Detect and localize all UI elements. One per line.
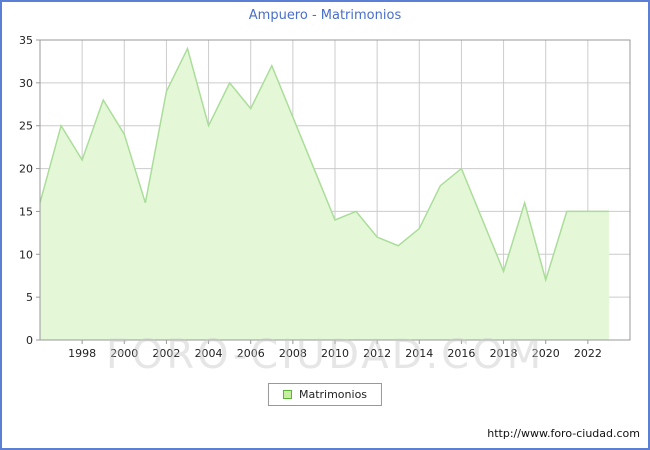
svg-text:1998: 1998 <box>68 347 96 360</box>
legend-label: Matrimonios <box>298 388 368 401</box>
footer-url: http://www.foro-ciudad.com <box>487 427 640 440</box>
svg-text:30: 30 <box>19 77 33 90</box>
svg-text:2002: 2002 <box>152 347 180 360</box>
legend: Matrimonios <box>267 383 383 406</box>
svg-text:2000: 2000 <box>110 347 138 360</box>
svg-text:5: 5 <box>26 291 33 304</box>
svg-text:2020: 2020 <box>532 347 560 360</box>
svg-text:2008: 2008 <box>279 347 307 360</box>
svg-text:10: 10 <box>19 248 33 261</box>
svg-text:0: 0 <box>26 334 33 347</box>
legend-swatch-icon <box>282 390 292 399</box>
svg-text:15: 15 <box>19 205 33 218</box>
svg-text:2010: 2010 <box>321 347 349 360</box>
svg-text:2012: 2012 <box>363 347 391 360</box>
svg-text:20: 20 <box>19 163 33 176</box>
svg-text:2004: 2004 <box>195 347 223 360</box>
svg-text:2006: 2006 <box>237 347 265 360</box>
svg-text:35: 35 <box>19 34 33 47</box>
svg-text:2014: 2014 <box>405 347 433 360</box>
svg-text:25: 25 <box>19 120 33 133</box>
svg-text:2022: 2022 <box>574 347 602 360</box>
svg-text:2018: 2018 <box>490 347 518 360</box>
svg-text:2016: 2016 <box>447 347 475 360</box>
chart-title: Ampuero - Matrimonios <box>248 8 402 23</box>
